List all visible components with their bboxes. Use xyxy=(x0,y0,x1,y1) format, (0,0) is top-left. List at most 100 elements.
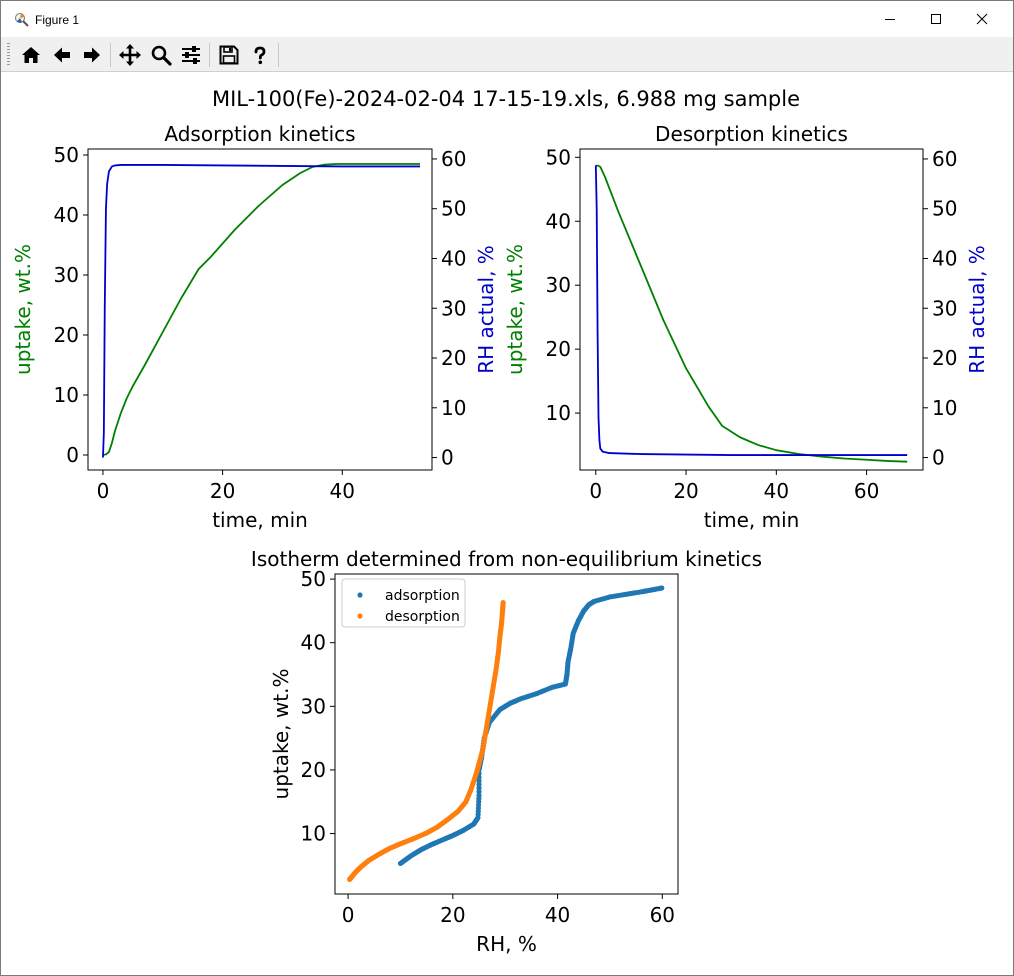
matplotlib-logo-icon xyxy=(15,13,29,27)
x-tick-label: 60 xyxy=(650,903,675,927)
y2-tick-label: 10 xyxy=(441,396,466,420)
scatter-point xyxy=(476,778,482,784)
x-tick-label: 40 xyxy=(764,479,789,503)
scatter-point xyxy=(476,785,482,791)
charts-layer: 0 20 40 0 10 20 30 40 50 0 10 20 30 40 50 60 Adsorption … xyxy=(11,122,989,956)
y-tick-label: 0 xyxy=(66,443,79,467)
maximize-icon xyxy=(931,14,941,24)
y-tick-label: 10 xyxy=(301,822,326,846)
y2-tick-label: 40 xyxy=(441,246,466,270)
scatter-point xyxy=(476,781,482,788)
y-tick-label: 40 xyxy=(546,209,571,233)
y-tick-label: 10 xyxy=(546,401,571,425)
zoom-button[interactable] xyxy=(147,41,175,69)
legend: adsorption desorption xyxy=(341,578,466,628)
chart-adsorption: 0 20 40 0 10 20 30 40 50 0 10 20 30 40 50 60 Adsorption … xyxy=(11,122,498,532)
y-tick-label: 30 xyxy=(54,263,79,287)
x-tick-label: 20 xyxy=(673,479,698,503)
scatter-point xyxy=(500,600,506,606)
plot-frame xyxy=(334,573,679,895)
x-axis-label: RH, % xyxy=(476,932,537,956)
plot-frame xyxy=(579,148,924,471)
configure-subplots-button[interactable] xyxy=(177,41,205,69)
series-line-uptake xyxy=(102,163,421,456)
legend-box xyxy=(341,578,466,628)
pan-button[interactable] xyxy=(116,41,144,69)
home-button[interactable] xyxy=(17,41,45,69)
zoom-icon xyxy=(151,45,172,66)
minimize-button[interactable] xyxy=(867,1,913,37)
y-tick-label: 20 xyxy=(546,337,571,361)
close-icon xyxy=(976,13,988,25)
legend-marker xyxy=(357,592,363,598)
scatter-series-desorption xyxy=(347,600,506,882)
series-layer xyxy=(347,585,665,882)
series-layer xyxy=(102,163,421,458)
save-icon xyxy=(219,45,239,65)
title-bar: Figure 1 xyxy=(1,1,1013,37)
y-tick-label: 50 xyxy=(546,145,571,169)
y2-tick-label: 40 xyxy=(932,246,957,270)
y-tick-label: 30 xyxy=(301,694,326,718)
navigation-toolbar xyxy=(1,37,1013,72)
forward-button[interactable] xyxy=(78,41,106,69)
series-line-rh xyxy=(594,165,908,456)
series-line-uptake xyxy=(595,164,908,463)
legend-marker xyxy=(357,613,363,619)
y-tick-label: 50 xyxy=(54,143,79,167)
y2-tick-label: 0 xyxy=(441,446,454,470)
y2-tick-label: 30 xyxy=(932,296,957,320)
y-axis-label: uptake, wt.% xyxy=(11,244,35,375)
maximize-button[interactable] xyxy=(913,1,959,37)
pan-icon xyxy=(119,44,141,66)
configure-subplots-icon xyxy=(182,46,200,64)
figure-title: MIL-100(Fe)-2024-02-04 17-15-19.xls, 6.9… xyxy=(212,87,800,111)
x-tick-label: 0 xyxy=(342,903,355,927)
legend-entry: desorption xyxy=(385,609,460,625)
scatter-point xyxy=(476,789,482,795)
help-icon xyxy=(254,46,266,65)
scatter-point xyxy=(659,585,665,591)
chart-title: Adsorption kinetics xyxy=(164,122,355,146)
y2-tick-label: 10 xyxy=(932,396,957,420)
save-button[interactable] xyxy=(215,41,243,69)
y2-tick-label: 20 xyxy=(932,346,957,370)
series-layer xyxy=(594,164,908,463)
y-axis-label: uptake, wt.% xyxy=(269,669,293,800)
chart-desorption: 0 20 40 60 10 20 30 40 50 0 10 20 30 40 50 60 Desorption… xyxy=(503,122,989,532)
y-tick-label: 20 xyxy=(301,758,326,782)
y-tick-label: 10 xyxy=(54,383,79,407)
y-tick-label: 20 xyxy=(54,323,79,347)
x-tick-label: 20 xyxy=(210,479,235,503)
y2-tick-label: 60 xyxy=(441,147,466,171)
plot-frame xyxy=(87,148,433,471)
close-button[interactable] xyxy=(959,1,1005,37)
chart-title: Isotherm determined from non-equilibrium… xyxy=(251,547,762,571)
scatter-series-adsorption xyxy=(397,585,665,867)
series-line-rh xyxy=(102,164,421,458)
y-axis-label: uptake, wt.% xyxy=(503,244,527,375)
window-title: Figure 1 xyxy=(35,13,80,27)
y2-tick-label: 50 xyxy=(932,197,957,221)
y-tick-label: 40 xyxy=(54,203,79,227)
help-button[interactable] xyxy=(246,41,274,69)
y2-tick-label: 30 xyxy=(441,296,466,320)
toolbar-separator xyxy=(110,43,111,67)
forward-arrow-icon xyxy=(84,47,100,63)
toolbar-separator xyxy=(209,43,210,67)
scatter-point xyxy=(476,792,482,798)
x-tick-label: 0 xyxy=(97,479,110,503)
back-button[interactable] xyxy=(48,41,76,69)
toolbar-separator xyxy=(278,43,279,67)
minimize-icon xyxy=(885,19,895,20)
toolbar-grip[interactable] xyxy=(7,43,10,67)
x-tick-label: 40 xyxy=(545,903,570,927)
x-axis-label: time, min xyxy=(212,508,308,532)
x-tick-label: 40 xyxy=(330,479,355,503)
y-tick-label: 50 xyxy=(301,567,326,591)
legend-entry: adsorption xyxy=(385,588,460,604)
y2-tick-label: 20 xyxy=(441,346,466,370)
chart-title: Desorption kinetics xyxy=(655,122,848,146)
